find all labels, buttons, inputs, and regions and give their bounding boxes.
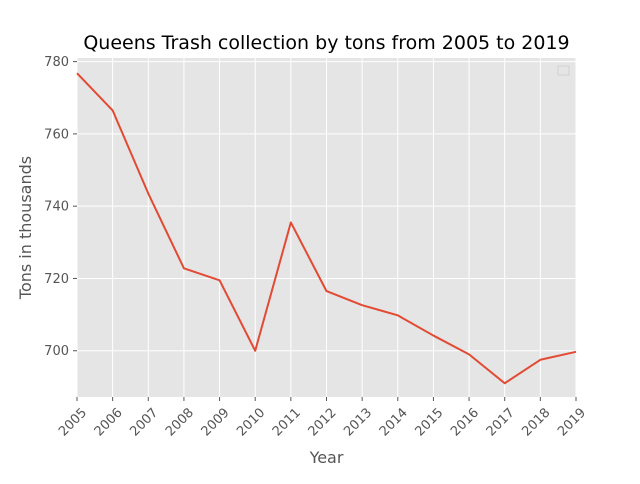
y-tick-label: 760 <box>44 127 69 142</box>
x-tick-label: 2007 <box>127 405 161 439</box>
x-tick-label: 2010 <box>234 405 268 439</box>
legend-box <box>557 65 570 76</box>
x-tick-label: 2018 <box>519 405 553 439</box>
y-axis-label: Tons in thousands <box>16 156 35 300</box>
x-tick-label: 2011 <box>270 405 304 439</box>
grid-lines <box>76 58 577 397</box>
x-tick-label: 2019 <box>555 405 589 439</box>
x-tick-label: 2016 <box>448 405 482 439</box>
x-tick-label: 2008 <box>163 405 197 439</box>
x-tick-label: 2012 <box>306 405 340 439</box>
series-lines <box>76 72 577 385</box>
y-tick-label: 720 <box>44 272 69 287</box>
x-tick-label: 2009 <box>199 405 233 439</box>
x-tick-label: 2006 <box>92 405 126 439</box>
y-tick-label: 700 <box>44 344 69 359</box>
y-tick-label: 740 <box>44 200 69 215</box>
x-tick-label: 2017 <box>484 405 518 439</box>
x-tick-label: 2015 <box>412 405 446 439</box>
chart-title: Queens Trash collection by tons from 200… <box>83 32 569 54</box>
series-line <box>76 72 577 385</box>
y-tick-label: 780 <box>44 55 69 70</box>
x-tick-label: 2005 <box>56 405 90 439</box>
x-tick-label: 2013 <box>341 405 375 439</box>
x-axis-label: Year <box>309 448 344 467</box>
x-tick-label: 2014 <box>377 405 411 439</box>
